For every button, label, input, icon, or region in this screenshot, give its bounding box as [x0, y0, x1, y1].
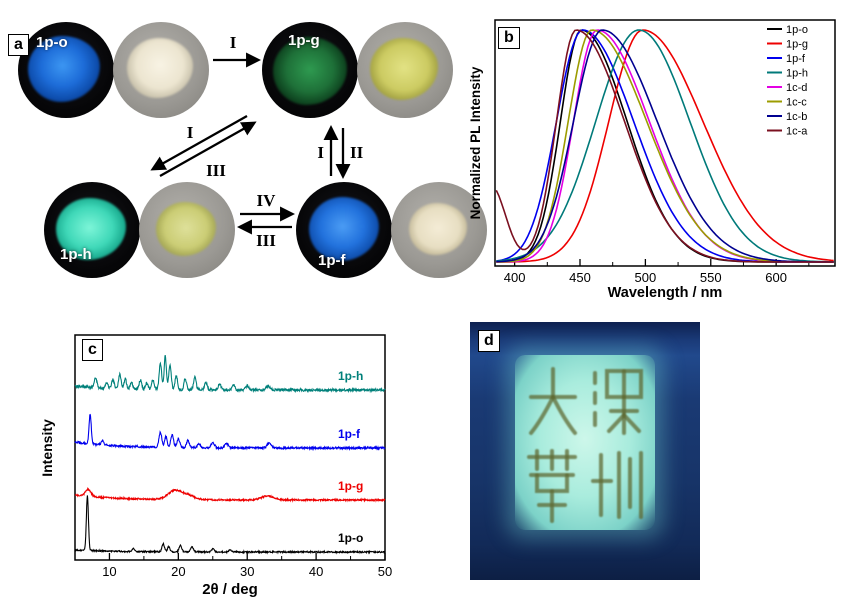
xrd-chart: Intensity 2θ / deg 10 20 30 40 50 1p-h 1p-f 1p-…: [39, 334, 392, 598]
powder-blob: [309, 197, 379, 261]
powder-blob: [56, 198, 126, 260]
panel-c-xrd-patterns: c Intensity 2θ / deg 10 20 30 40 50 1p-h 1p-f 1…: [39, 320, 440, 600]
xrd-trace-1p-g: [74, 486, 386, 503]
x-tick-label-c: 40: [309, 564, 323, 579]
xrd-trace-1p-h: [74, 354, 386, 394]
plot-frame-c: [74, 334, 386, 561]
panel-label-c: c: [82, 339, 103, 361]
y-axis-label-c: Intensity: [40, 419, 55, 477]
trace-label-1p-o: 1p-o: [338, 531, 363, 545]
seal-char-xue: [527, 449, 577, 523]
photo-1p-h-daylight: [139, 182, 235, 278]
legend-label-1p-o: 1p-o: [786, 24, 808, 36]
spectrum-1p-g: [496, 29, 834, 263]
uv-photo-background: [470, 322, 700, 580]
x-tick-label-b: 450: [569, 270, 591, 285]
arrow-label-vert-right: II: [350, 143, 364, 162]
photo-1p-h-uv: [44, 182, 140, 278]
y-axis-label-b: Normalized PL Intensity: [470, 66, 483, 219]
photo-1p-o-daylight: [113, 22, 209, 118]
spectrum-1c-a: [495, 29, 834, 263]
panel-b-pl-spectra: b Normalized PL Intensity Wavelength / n…: [468, 0, 841, 318]
panel-d-seal-photo: d: [470, 322, 700, 580]
powder-blob: [156, 202, 216, 256]
arrow-label-bottom-lower: III: [256, 231, 276, 250]
pl-spectra-chart: Normalized PL Intensity Wavelength / nm …: [468, 19, 836, 301]
spectrum-1p-h: [496, 29, 834, 263]
x-tick-label-b: 400: [504, 270, 526, 285]
x-tick-label-b: 600: [765, 270, 787, 285]
seal-char-da: [529, 367, 577, 435]
arrow-diagonal-down: [150, 114, 248, 171]
legend-label-1c-c: 1c-c: [786, 97, 807, 109]
photo-1p-g-daylight: [357, 22, 453, 118]
panel-a-reaction-scheme: a 1p-o 1p-g 1p-h 1p-f: [0, 0, 495, 318]
arrow-diagonal-up: [159, 121, 257, 178]
x-tick-label-b: 500: [635, 270, 657, 285]
arrow-label-bottom-upper: IV: [257, 191, 277, 210]
seal-characters: [527, 367, 643, 523]
spectrum-1c-b: [496, 29, 834, 263]
legend-label-1p-g: 1p-g: [786, 39, 808, 51]
x-tick-label-c: 10: [102, 564, 116, 579]
powder-blob: [370, 38, 438, 100]
panel-label-b: b: [498, 27, 520, 49]
panel-label-a: a: [8, 34, 29, 56]
panel-label-d: d: [478, 330, 500, 352]
seal-stamp: [515, 355, 655, 530]
x-tick-label-c: 50: [378, 564, 392, 579]
trace-label-1p-h: 1p-h: [338, 369, 363, 383]
powder-blob: [28, 36, 100, 102]
photo-1p-f-daylight: [391, 182, 487, 278]
x-tick-label-c: 20: [171, 564, 185, 579]
sample-label-1p-g: 1p-g: [288, 32, 320, 49]
x-tick-label-b: 550: [700, 270, 722, 285]
arrow-label-vert-left: I: [317, 143, 324, 162]
sample-label-1p-f: 1p-f: [318, 252, 346, 269]
powder-blob: [273, 37, 347, 105]
xrd-trace-1p-f: [74, 413, 386, 452]
photo-1p-o-uv: [18, 22, 114, 118]
legend-label-1p-h: 1p-h: [786, 68, 808, 80]
x-axis-label-b: Wavelength / nm: [608, 285, 723, 301]
photo-1p-g-uv: [262, 22, 358, 118]
powder-blob: [409, 203, 467, 255]
powder-blob: [127, 38, 193, 98]
legend-label-1p-f: 1p-f: [786, 53, 806, 65]
arrow-label-diag-lower: III: [206, 161, 226, 180]
arrow-label-top: I: [230, 33, 237, 52]
legend-label-1c-b: 1c-b: [786, 111, 807, 123]
trace-label-1p-f: 1p-f: [338, 427, 361, 441]
photo-1p-f-uv: [296, 182, 392, 278]
x-tick-label-c: 30: [240, 564, 254, 579]
legend-label-1c-d: 1c-d: [786, 82, 807, 94]
seal-char-shen: [593, 369, 643, 435]
sample-label-1p-o: 1p-o: [36, 34, 68, 51]
x-axis-label-c: 2θ / deg: [202, 581, 258, 598]
seal-char-zhen: [591, 451, 643, 519]
trace-label-1p-g: 1p-g: [338, 479, 363, 493]
xrd-trace-1p-o: [74, 495, 386, 555]
sample-label-1p-h: 1p-h: [60, 246, 92, 263]
plot-frame-b: [494, 19, 836, 267]
legend-label-1c-a: 1c-a: [786, 126, 808, 138]
arrow-label-diag-upper: I: [187, 123, 194, 142]
